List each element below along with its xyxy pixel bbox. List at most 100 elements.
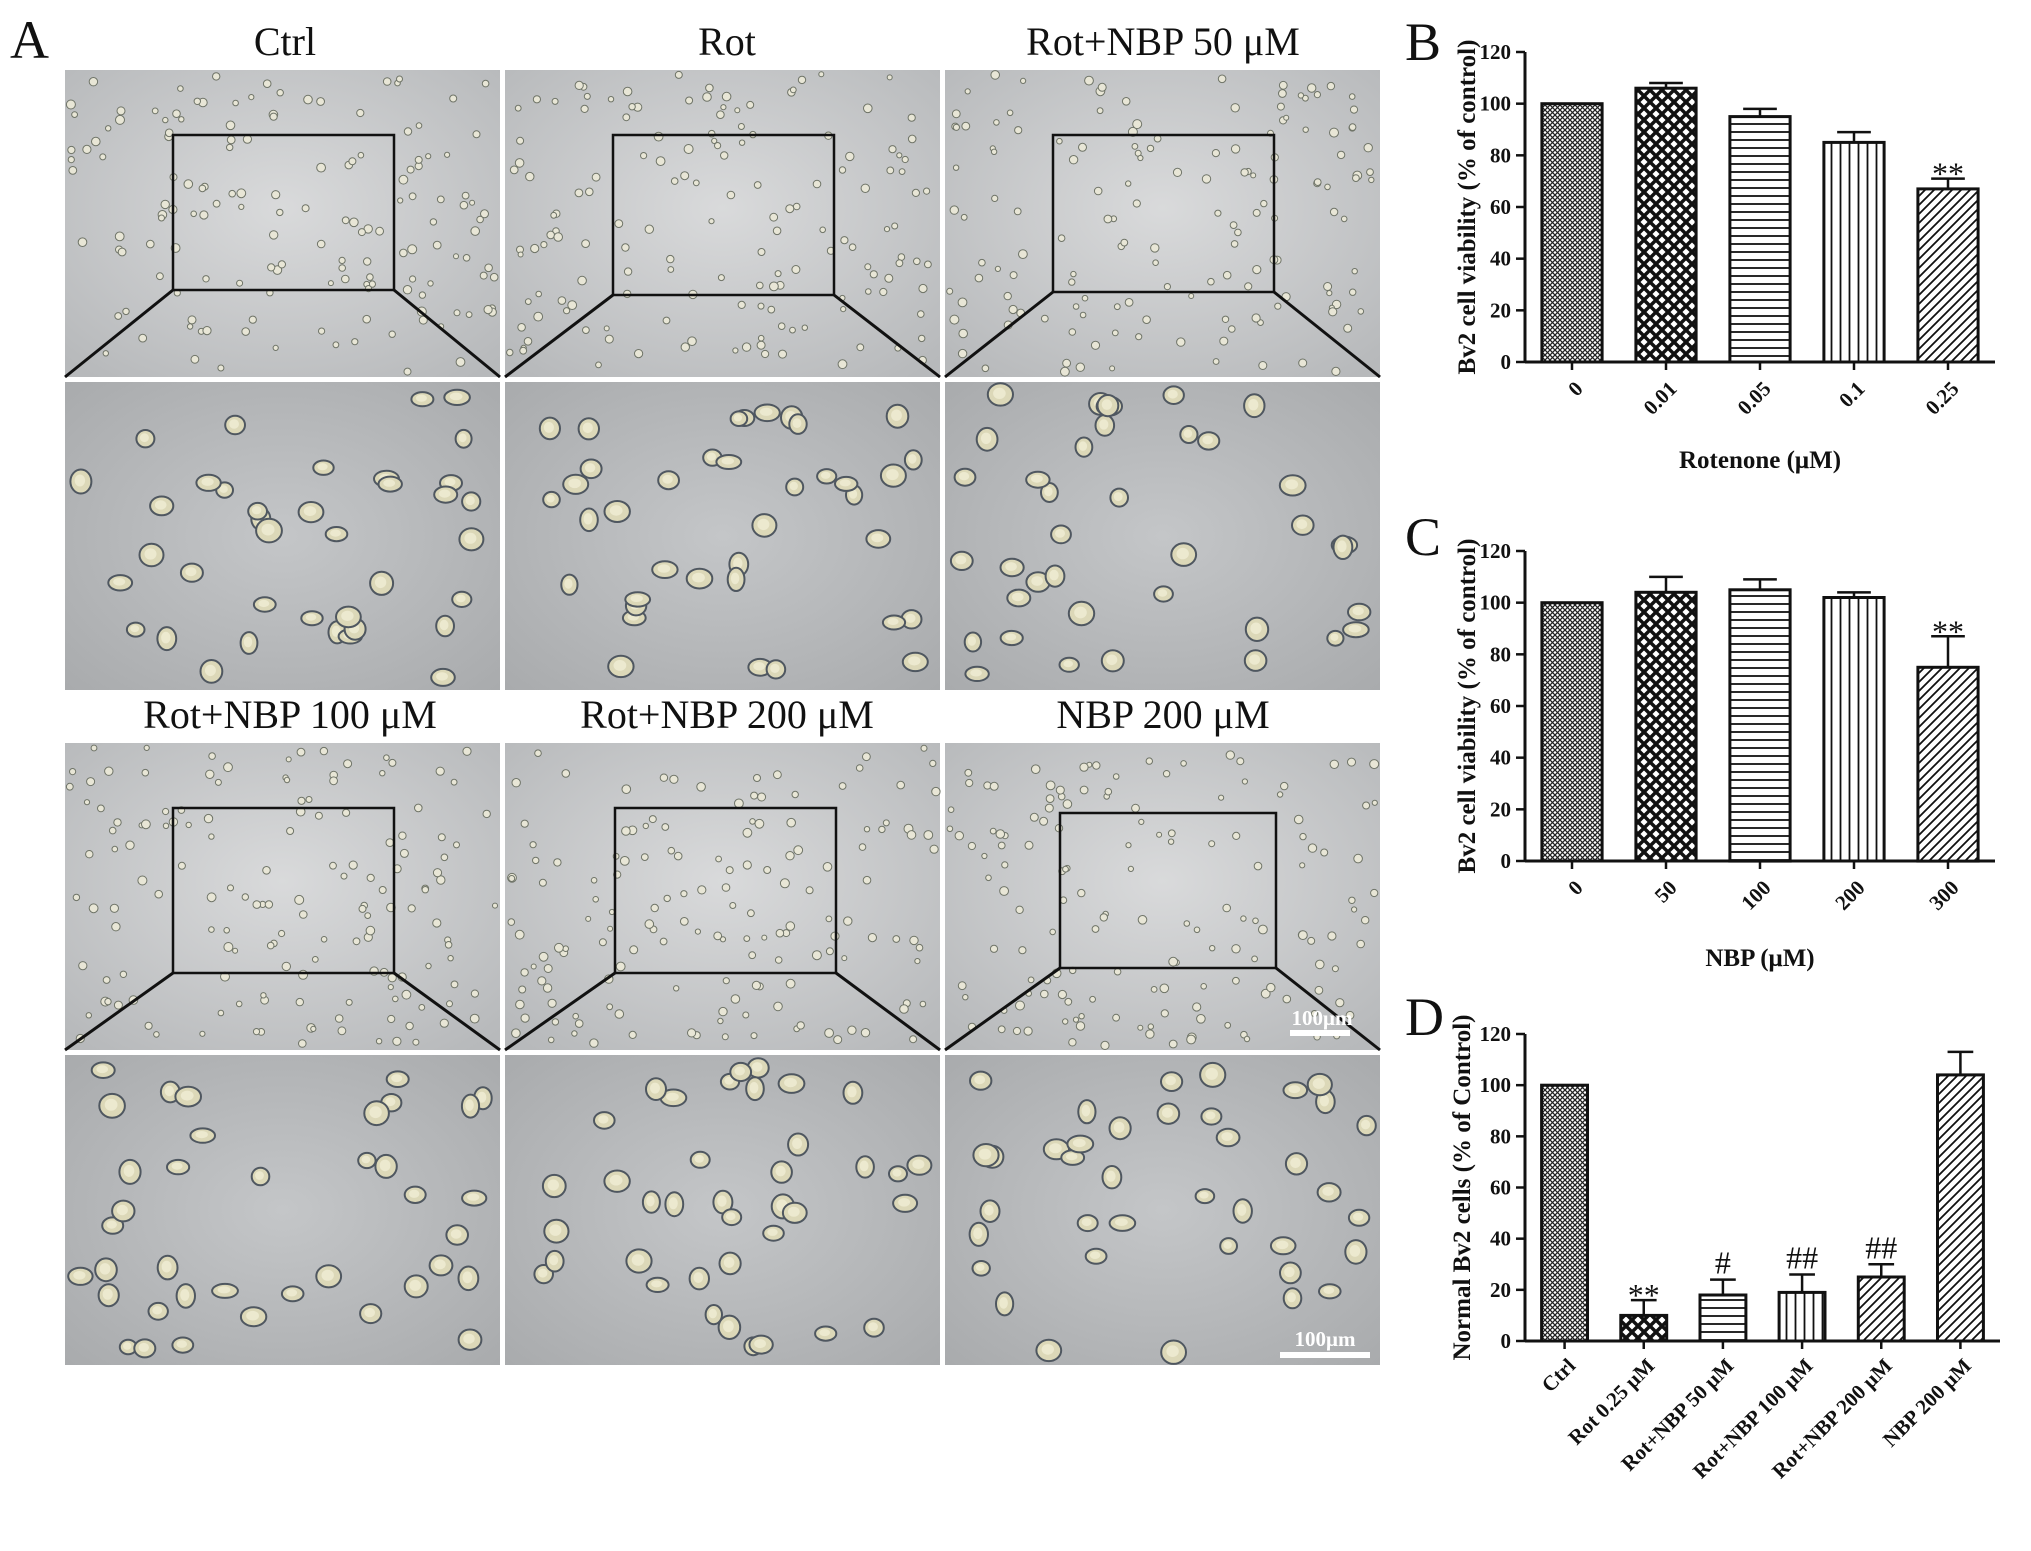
chart-c-y-tick-label: 20 (1490, 797, 1511, 821)
chart-c-error-bar (1649, 575, 1683, 593)
chart-b-bar (1916, 187, 1980, 364)
chart-d-error-bar (1947, 1050, 1974, 1075)
chart-c-bar (1822, 596, 1886, 863)
scale-bar-zoom: 100μm (1280, 1327, 1370, 1358)
chart-c-y-tick-label: 40 (1490, 746, 1511, 770)
chart-d-error-bar (1630, 1298, 1657, 1316)
chart-b-error-bar (1837, 130, 1871, 143)
scale-bar-overview: 100μm (1290, 1006, 1353, 1036)
chart-d-error-bar (1710, 1278, 1736, 1295)
chart-c-y-axis-label: Bv2 cell viability (% of control) (1454, 539, 1481, 874)
chart-c-x-tick-label: 300 (1924, 876, 1963, 915)
micrograph-grid (64, 70, 1381, 1365)
chart-b-y-tick-label: 60 (1490, 195, 1511, 219)
panel-letter-c: C (1405, 507, 1441, 567)
chart-b-x-tick-label: 0.1 (1834, 377, 1870, 413)
chart-c-y-tick-label: 0 (1501, 849, 1512, 873)
chart-b-x-tick-label: 0.25 (1921, 377, 1964, 420)
chart-b-x-tick-label: 0.05 (1733, 377, 1776, 420)
chart-d-bar (1619, 1313, 1669, 1343)
micrograph-zoom-ctrl (65, 382, 500, 690)
scale-bar-overview-label: 100μm (1292, 1006, 1353, 1030)
chart-b-bar (1728, 115, 1792, 364)
micrograph-zoom-rot (505, 382, 940, 690)
micrograph-zoom-rot-nbp-50 (945, 382, 1380, 690)
chart-d-bar (1698, 1293, 1748, 1343)
micrograph-overview-ctrl (64, 70, 501, 379)
chart-d-significance: ## (1786, 1239, 1818, 1275)
chart-b-y-axis-label: Bv2 cell viability (% of control) (1454, 40, 1481, 375)
micrograph-overview-rot-nbp-200 (504, 743, 941, 1052)
chart-c-y-tick-label: 80 (1490, 642, 1511, 666)
chart-d-y-tick-label: 100 (1480, 1073, 1512, 1097)
chart-b-y-tick-label: 120 (1480, 40, 1512, 64)
chart-b-y-tick-label: 20 (1490, 298, 1511, 322)
chart-d-error-bar (1868, 1263, 1895, 1278)
chart-d-y-tick-label: 20 (1490, 1278, 1511, 1302)
chart-d-bar (1540, 1083, 1589, 1343)
chart-d-y-axis-label: Normal Bv2 cells (% of Control) (1449, 1014, 1476, 1360)
chart-d-y-tick-label: 60 (1490, 1176, 1511, 1200)
chart-b-x-axis-label: Rotenone (μM) (1679, 447, 1841, 474)
chart-b-y-tick-label: 40 (1490, 247, 1511, 271)
chart-c-nbp-viability: 0 20 40 60 80 100 120 0 50 100 200 ** 300 Bv2 cell vi… (1454, 539, 1995, 972)
chart-c-x-tick-label: 200 (1830, 876, 1869, 915)
chart-d-bar (1856, 1275, 1906, 1343)
chart-c-bar (1728, 588, 1792, 863)
micrograph-title-rot: Rot (698, 19, 756, 64)
micrograph-title-rot-nbp-50: Rot+NBP 50 μM (1026, 19, 1300, 64)
chart-b-y-tick-label: 0 (1501, 350, 1512, 374)
micrograph-overview-rot-nbp-50 (944, 70, 1381, 379)
chart-b-y-tick-label: 80 (1490, 143, 1511, 167)
chart-c-y-tick-label: 100 (1480, 591, 1512, 615)
panel-letter-b: B (1405, 12, 1441, 72)
chart-d-y-tick-label: 40 (1490, 1227, 1511, 1251)
micrograph-zoom-nbp-200 (945, 1055, 1380, 1365)
chart-c-bar (1540, 601, 1604, 863)
chart-b-x-tick-label: 0.01 (1639, 377, 1682, 420)
chart-d-x-tick-label: Ctrl (1537, 1353, 1580, 1396)
chart-b-error-bar (1743, 107, 1777, 117)
chart-c-error-bar (1837, 591, 1871, 598)
micrograph-overview-rot (504, 70, 941, 379)
chart-b-x-tick-label: 0 (1563, 377, 1587, 401)
micrograph-overview-nbp-200 (944, 743, 1381, 1052)
chart-d-bar (1936, 1073, 1985, 1343)
micrograph-overview-rot-nbp-100 (64, 743, 501, 1052)
chart-c-x-tick-label: 0 (1563, 876, 1587, 900)
micrograph-title-nbp-200: NBP 200 μM (1056, 692, 1269, 737)
chart-c-significance: ** (1932, 613, 1964, 649)
chart-b-bar (1634, 86, 1698, 364)
chart-d-bar (1777, 1290, 1827, 1343)
scale-bar-zoom-label: 100μm (1295, 1327, 1356, 1351)
micrograph-title-rot-nbp-100: Rot+NBP 100 μM (143, 692, 437, 737)
chart-d-y-tick-label: 80 (1490, 1124, 1511, 1148)
chart-b-y-tick-label: 100 (1480, 92, 1512, 116)
panel-letter-a: A (10, 10, 49, 70)
chart-c-y-tick-label: 120 (1480, 539, 1512, 563)
chart-b-rotenone-viability: 0 20 40 60 80 100 120 0 0.01 0.05 0.1 ** 0.25 Bv2 cel… (1454, 40, 1995, 474)
chart-c-bar (1916, 665, 1980, 863)
chart-d-error-bar (1789, 1273, 1815, 1293)
chart-c-error-bar (1931, 635, 1965, 668)
chart-d-y-tick-label: 120 (1480, 1022, 1512, 1046)
chart-d-y-tick-label: 0 (1501, 1329, 1512, 1353)
chart-d-significance: # (1715, 1245, 1731, 1281)
chart-b-significance: ** (1932, 156, 1964, 192)
chart-c-x-axis-label: NBP (μM) (1705, 945, 1814, 972)
micrograph-title-ctrl: Ctrl (254, 19, 316, 64)
chart-d-significance: ## (1865, 1229, 1897, 1265)
chart-b-error-bar (1931, 177, 1965, 189)
panel-letter-d: D (1405, 987, 1444, 1047)
chart-c-x-tick-label: 50 (1650, 876, 1682, 908)
chart-b-bar (1540, 102, 1604, 364)
micrograph-zoom-rot-nbp-200 (505, 1055, 940, 1365)
chart-c-bar (1634, 590, 1698, 863)
chart-c-x-tick-label: 100 (1736, 876, 1775, 915)
chart-d-significance: ** (1628, 1277, 1660, 1313)
micrograph-title-rot-nbp-200: Rot+NBP 200 μM (580, 692, 874, 737)
micrograph-zoom-rot-nbp-100 (65, 1055, 500, 1365)
chart-b-bar (1822, 140, 1886, 364)
